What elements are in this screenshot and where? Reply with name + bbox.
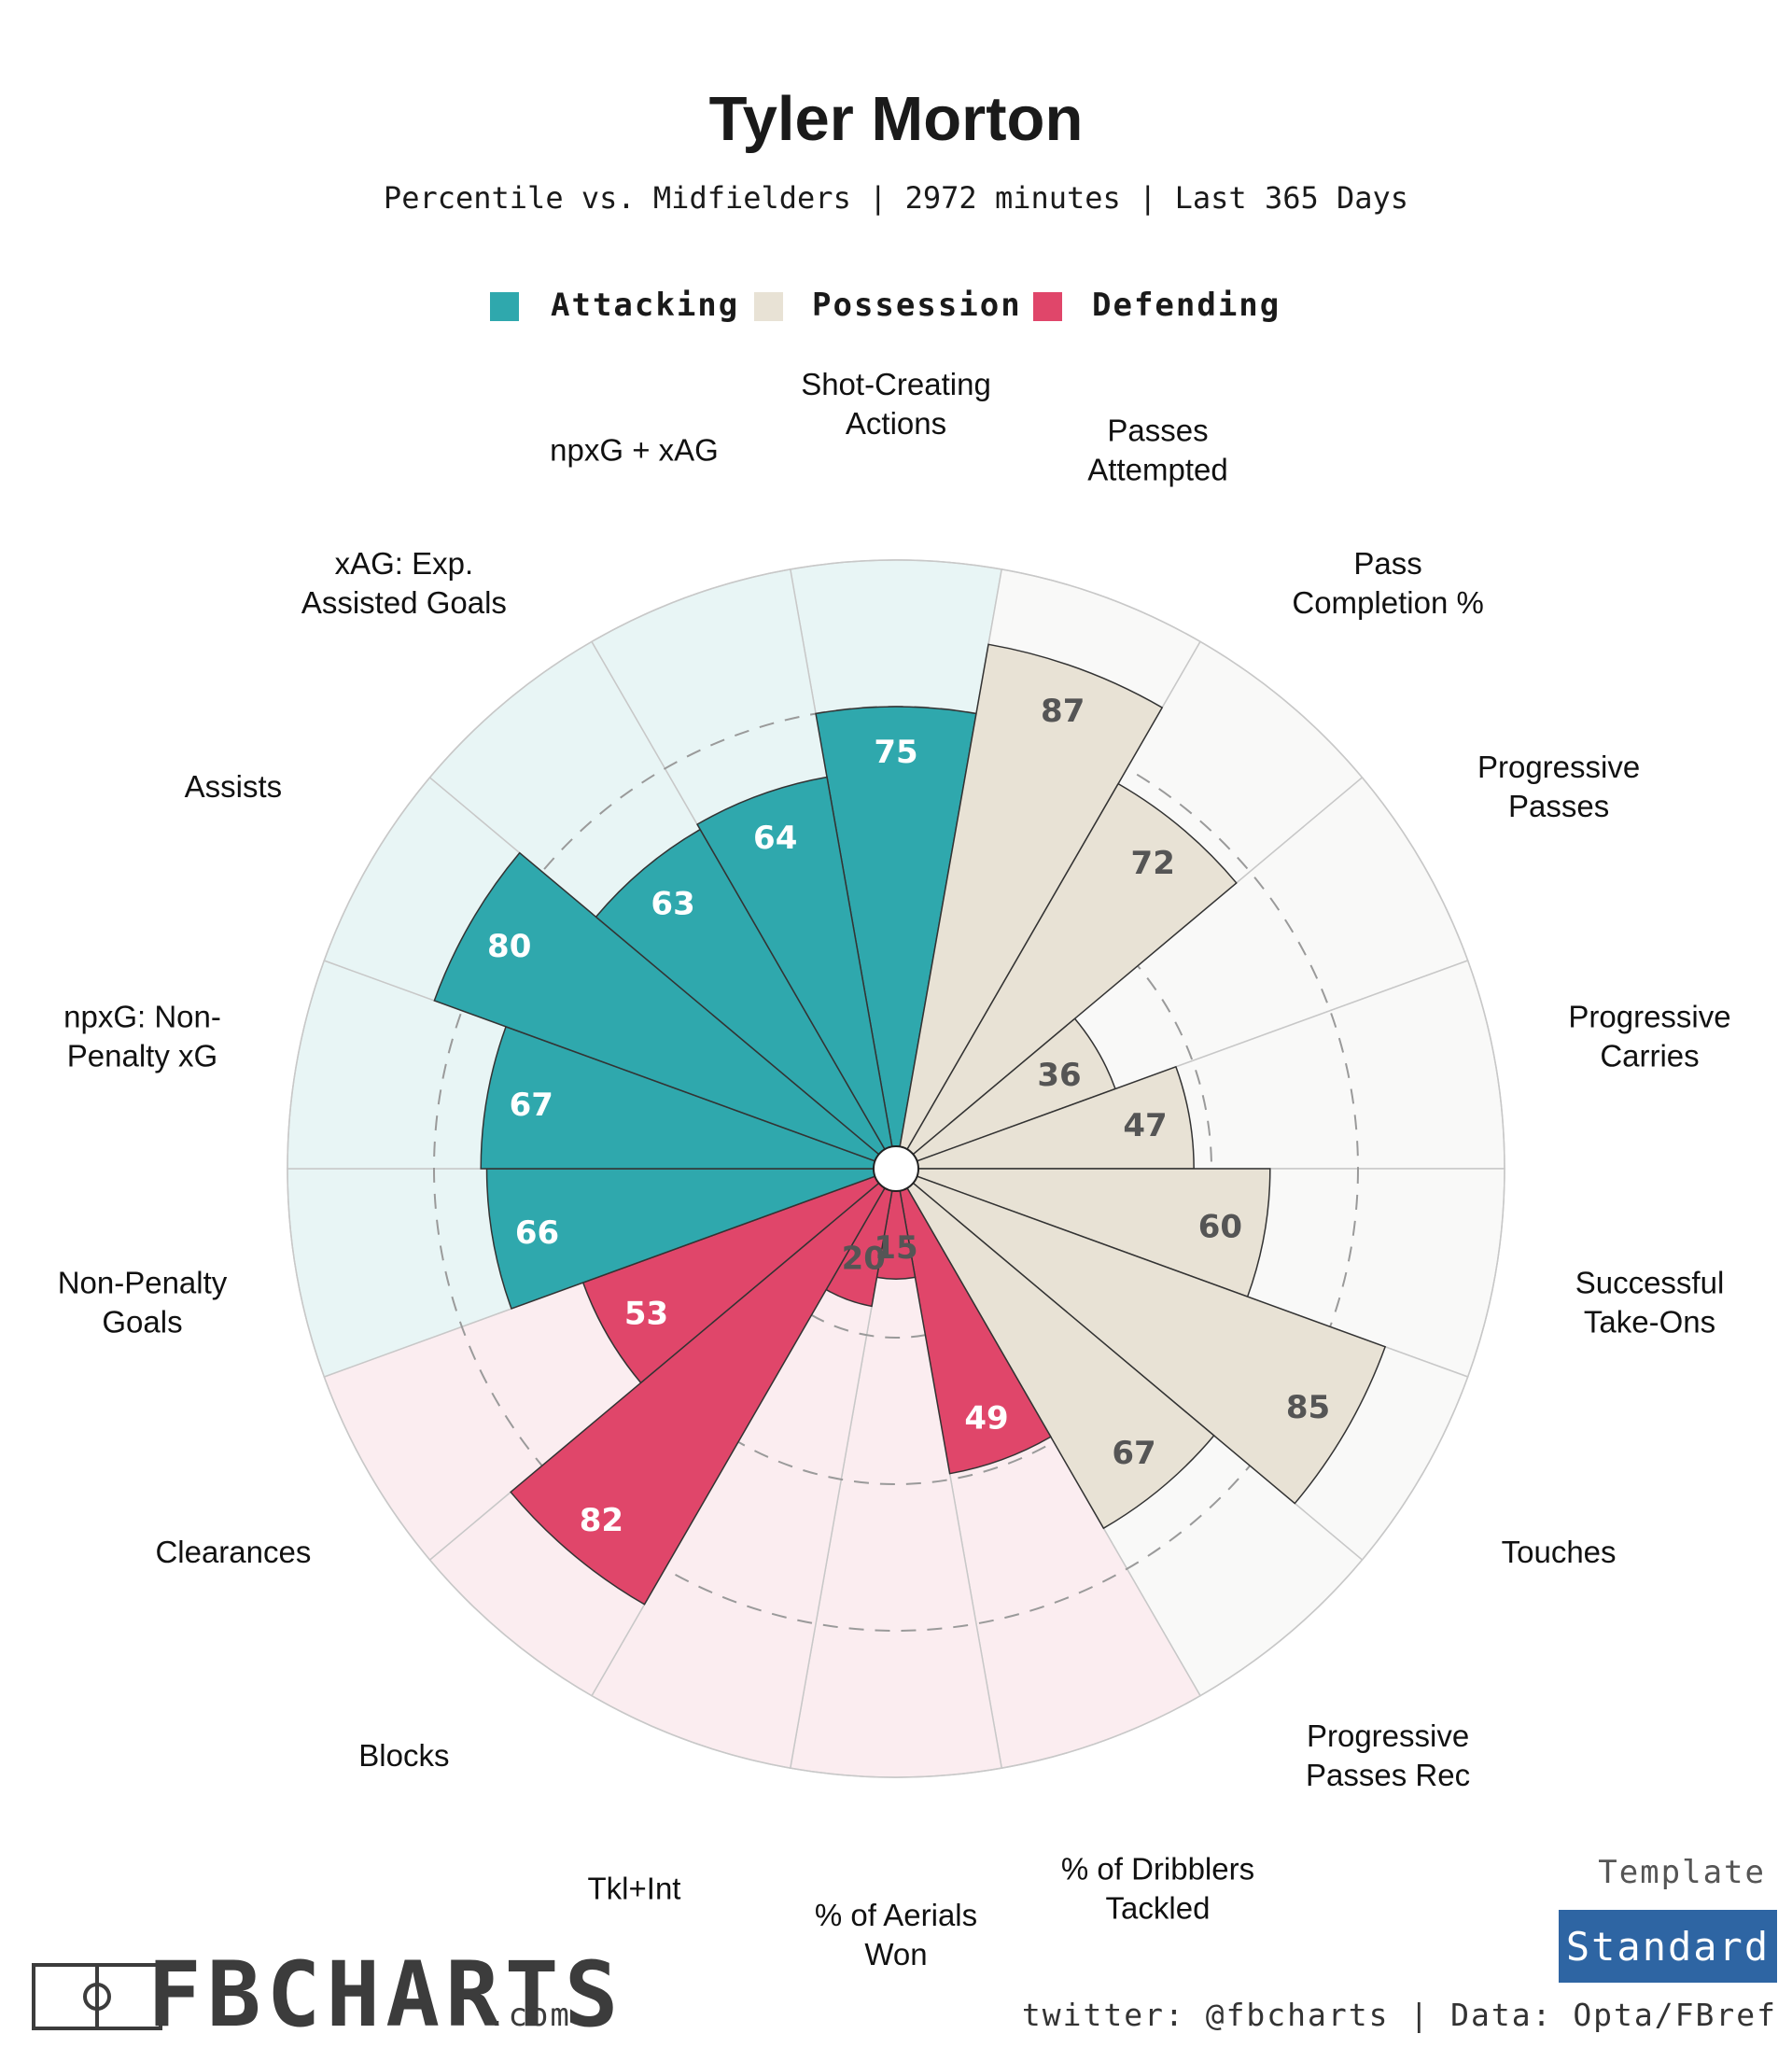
percentile-bars	[433, 643, 1387, 1606]
outer-ring	[287, 559, 1505, 1778]
category-label-line: Won	[864, 1937, 927, 1971]
category-label-npxg-non-penalty-xg: npxG: Non- Penalty xG	[63, 1000, 221, 1073]
category-label-line: Shot-Creating	[801, 367, 991, 401]
value-label-shot-creating-actions: 75	[874, 734, 917, 771]
page-subtitle: Percentile vs. Midfielders | 2972 minute…	[384, 180, 1408, 216]
page-title: Tyler Morton	[709, 84, 1084, 154]
category-label-line: Progressive	[1477, 750, 1640, 784]
legend-swatch-defending	[1033, 292, 1062, 321]
legend-label-attacking: Attacking	[551, 287, 739, 324]
category-label-line: xAG: Exp.	[335, 546, 474, 581]
category-label-shot-creating-actions: Shot-Creating Actions	[801, 367, 991, 441]
value-label-successful-take-ons: 60	[1198, 1208, 1242, 1245]
category-label-line: Take-Ons	[1584, 1304, 1715, 1339]
category-label-line: Goals	[102, 1304, 182, 1339]
category-label-touches: Touches	[1502, 1535, 1617, 1569]
category-label-line: Progressive	[1568, 1000, 1730, 1034]
legend-swatch-attacking	[490, 292, 519, 321]
value-label-blocks: 82	[580, 1502, 623, 1539]
fbcharts-logo: FBCHARTS .com	[32, 1943, 623, 2047]
category-label-blocks: Blocks	[358, 1738, 449, 1773]
category-label-line: Passes	[1107, 414, 1208, 448]
category-label-line: Passes Rec	[1306, 1758, 1470, 1792]
category-label-line: Passes	[1508, 789, 1609, 823]
value-label-npxg-xag: 64	[753, 820, 797, 857]
value-label-passes-attempted: 87	[1041, 693, 1085, 730]
value-label-of-dribblers-tackled: 49	[964, 1400, 1008, 1438]
category-label-clearances: Clearances	[155, 1535, 311, 1569]
center-hub	[873, 1145, 919, 1192]
value-label-npxg-non-penalty-xg: 67	[510, 1087, 553, 1124]
category-label-line: Completion %	[1292, 585, 1483, 620]
category-label-line: Attempted	[1087, 453, 1227, 487]
category-label-line: % of Aerials	[815, 1898, 977, 1932]
category-label-xag-exp-assisted-goals: xAG: Exp. Assisted Goals	[301, 546, 507, 620]
category-label-non-penalty-goals: Non-Penalty Goals	[58, 1265, 228, 1339]
data-credit: twitter: @fbcharts | Data: Opta/FBref	[1022, 1997, 1777, 2033]
value-label-non-penalty-goals: 66	[515, 1214, 559, 1252]
category-labels: Shot-Creating Actions Passes Attempted Pass C…	[58, 367, 1731, 1971]
category-label-line: Successful	[1575, 1265, 1725, 1299]
template-badge	[1559, 1910, 1777, 1983]
template-value: Standard	[1566, 1924, 1770, 1970]
pitch-icon-circle	[83, 1983, 111, 2011]
value-label-progressive-passes-rec: 67	[1112, 1435, 1155, 1472]
category-label-tkl-int: Tkl+Int	[588, 1872, 681, 1906]
category-label-line: Tkl+Int	[588, 1872, 681, 1906]
category-label-pass-completion: Pass Completion %	[1292, 546, 1483, 620]
value-label-progressive-carries: 47	[1123, 1107, 1167, 1144]
category-label-line: Carries	[1600, 1039, 1699, 1073]
category-label-line: npxG + xAG	[550, 433, 719, 468]
value-label-assists: 80	[487, 928, 531, 965]
legend-swatch-possession	[754, 292, 783, 321]
legend-label-defending: Defending	[1092, 287, 1281, 324]
value-label-touches: 85	[1286, 1389, 1330, 1426]
category-label-line: Progressive	[1307, 1718, 1469, 1753]
category-label-progressive-carries: Progressive Carries	[1568, 1000, 1730, 1073]
category-label-progressive-passes-rec: Progressive Passes Rec	[1306, 1718, 1470, 1792]
template-label: Template	[1598, 1854, 1766, 1891]
category-label-npxg-xag: npxG + xAG	[550, 433, 719, 468]
category-label-line: Pass	[1353, 546, 1421, 581]
value-label-of-aerials-won: 15	[874, 1229, 917, 1267]
brand-logo-text: FBCHARTS	[147, 1943, 623, 2047]
value-label-clearances: 53	[624, 1295, 668, 1332]
category-label-progressive-passes: Progressive Passes	[1477, 750, 1640, 823]
category-label-line: Actions	[846, 406, 946, 441]
category-label-line: Penalty xG	[67, 1039, 217, 1073]
category-label-of-dribblers-tackled: % of Dribblers Tackled	[1061, 1852, 1254, 1926]
value-label-xag-exp-assisted-goals: 63	[651, 885, 694, 922]
category-label-successful-take-ons: Successful Take-Ons	[1575, 1265, 1725, 1339]
category-label-line: Non-Penalty	[58, 1265, 228, 1299]
category-label-of-aerials-won: % of Aerials Won	[815, 1898, 977, 1971]
value-label-tkl-int: 20	[842, 1241, 886, 1278]
category-label-line: npxG: Non-	[63, 1000, 221, 1034]
category-label-line: % of Dribblers	[1061, 1852, 1254, 1887]
category-label-assists: Assists	[185, 769, 283, 804]
legend: Attacking Possession Defending	[490, 287, 1281, 324]
category-label-line: Touches	[1502, 1535, 1617, 1569]
category-label-line: Clearances	[155, 1535, 311, 1569]
category-label-line: Blocks	[358, 1738, 449, 1773]
value-label-progressive-passes: 36	[1037, 1057, 1081, 1094]
value-label-pass-completion: 72	[1131, 845, 1175, 882]
category-label-line: Assists	[185, 769, 283, 804]
legend-label-possession: Possession	[812, 287, 1022, 324]
category-label-passes-attempted: Passes Attempted	[1087, 414, 1227, 487]
category-label-line: Assisted Goals	[301, 585, 507, 620]
category-label-line: Tackled	[1106, 1891, 1211, 1926]
brand-logo-suffix: .com	[487, 1997, 571, 2034]
